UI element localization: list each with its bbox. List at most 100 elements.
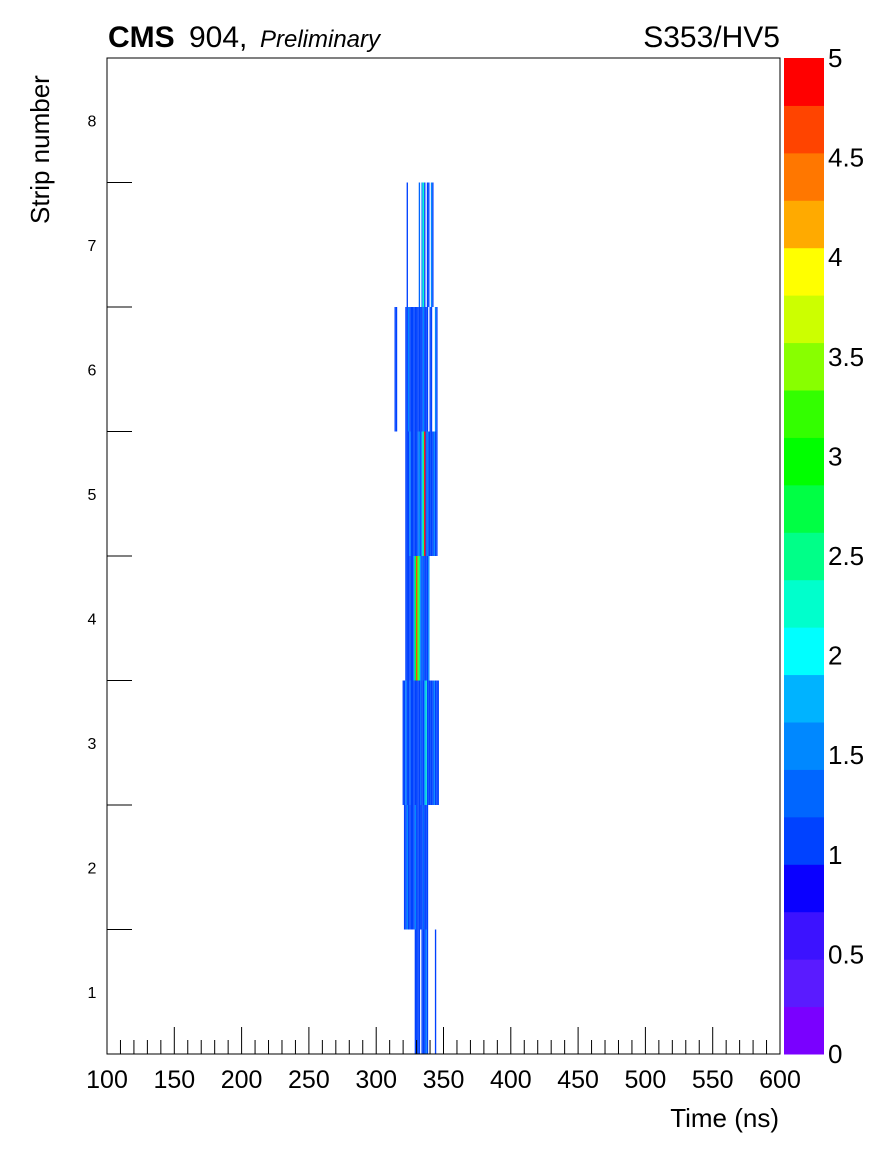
colorbar-segment (784, 864, 824, 913)
heatmap-cell (418, 431, 421, 556)
heatmap-cell (402, 680, 404, 805)
heatmap-cell (432, 182, 434, 307)
heatmap-cell (426, 182, 429, 307)
heatmap-cell (430, 680, 433, 805)
y-tick-label: 8 (88, 113, 97, 130)
heatmap-cell (418, 307, 421, 432)
heatmap-cell (426, 307, 429, 432)
x-tick-label: 300 (355, 1066, 397, 1094)
colorbar-segment (784, 627, 824, 676)
heatmap-cell (405, 805, 407, 930)
colorbar-segment (784, 959, 824, 1008)
heatmap-cell (406, 680, 408, 805)
colorbar-segment (784, 579, 824, 628)
heatmap-cell (409, 680, 411, 805)
heatmap-cell (416, 556, 418, 681)
colorbar-segment (784, 342, 824, 391)
heatmap-cell (407, 431, 410, 556)
heatmap-cell (420, 680, 422, 805)
colorbar-segment (784, 769, 824, 818)
heatmap-cell (433, 431, 435, 556)
heatmap-cell (424, 182, 426, 307)
facility-label: 904, (189, 21, 247, 54)
heatmap-cell (417, 805, 419, 930)
heatmap-cell (437, 680, 439, 805)
x-tick-label: 600 (759, 1066, 801, 1094)
colorbar-segment (784, 816, 824, 865)
colorbar-segment (784, 58, 824, 106)
heatmap-cell (413, 680, 415, 805)
heatmap-cell (425, 307, 427, 432)
colorbar-tick-label: 3 (828, 441, 842, 471)
heatmap-cell (409, 556, 411, 681)
heatmap-cell (434, 680, 437, 805)
heatmap-cell (424, 929, 426, 1054)
heatmap-cell (428, 182, 430, 307)
heatmap-cell (416, 929, 418, 1054)
colorbar-segment (784, 105, 824, 154)
heatmap-cell (420, 431, 422, 556)
heatmap-cell (416, 805, 418, 930)
heatmap-cell (407, 680, 410, 805)
heatmap-cell (432, 431, 434, 556)
colorbar-tick-label: 5 (828, 43, 842, 73)
heatmap-cell (412, 307, 414, 432)
x-axis-ticks: 100 150 200 250 300 350 400 450 500 550 600 (86, 1027, 801, 1094)
y-axis-label: Strip number (25, 75, 55, 224)
heatmap-cell (424, 556, 426, 681)
heatmap-cell (426, 431, 429, 556)
heatmap-cell (428, 431, 430, 556)
y-axis-ticks: 1 2 3 4 5 6 7 8 (88, 113, 132, 1002)
colorbar-tick-label: 0 (828, 1039, 842, 1069)
heatmap-cell (428, 556, 430, 681)
y-tick-label: 6 (88, 362, 97, 379)
colorbar-tick-label: 2 (828, 641, 842, 671)
heatmap-cell (407, 307, 410, 432)
color-scale-bar: 0 0.5 1 1.5 2 2.5 3 3.5 4 4.5 5 (784, 43, 864, 1069)
x-tick-label: 200 (221, 1066, 263, 1094)
heatmap-cell (421, 182, 423, 307)
heatmap-cell (421, 805, 423, 930)
heatmap-cell (417, 929, 419, 1054)
heatmap-cell (424, 307, 426, 432)
heatmap-cell (428, 680, 430, 805)
heatmap-cell (395, 307, 398, 432)
heatmap-cell (424, 805, 426, 930)
heatmap-cell (418, 929, 421, 1054)
heatmap-cell (403, 805, 406, 930)
colorbar-tick-label: 4.5 (828, 143, 864, 173)
heatmap-cell (434, 307, 437, 432)
heatmap-cell (416, 680, 418, 805)
heatmap-cell (433, 680, 435, 805)
heatmap-cell (407, 805, 410, 930)
heatmap-cell (412, 805, 414, 930)
heatmap-cell (406, 182, 408, 307)
heatmap-cell (409, 307, 411, 432)
x-tick-label: 250 (288, 1066, 330, 1094)
colorbar-segment (784, 437, 824, 486)
heatmap-cell (410, 805, 413, 930)
heatmap-cell (432, 680, 434, 805)
heatmap-cell (406, 431, 408, 556)
heatmap-cell (418, 805, 421, 930)
colorbar-segment (784, 295, 824, 344)
x-axis-label: Time (ns) (670, 1103, 779, 1133)
heatmap-cell (430, 182, 433, 307)
heatmap-cell (418, 680, 421, 805)
heatmap-cell (426, 929, 429, 1054)
heatmap-cell (413, 805, 415, 930)
heatmap-cell (422, 929, 425, 1054)
colorbar-tick-label: 4 (828, 242, 842, 272)
heatmap-cell (414, 929, 417, 1054)
heatmap-cell (424, 680, 426, 805)
heatmap-cell (421, 307, 423, 432)
heatmap-cell (422, 556, 425, 681)
heatmap-cell (420, 805, 422, 930)
heatmap-cell (436, 307, 438, 432)
experiment-label: CMS (108, 21, 175, 54)
heatmap-cell (410, 556, 413, 681)
x-tick-label: 150 (153, 1066, 195, 1094)
heatmap-cell (422, 680, 425, 805)
heatmap-cell (426, 556, 429, 681)
heatmap-cell (414, 680, 417, 805)
